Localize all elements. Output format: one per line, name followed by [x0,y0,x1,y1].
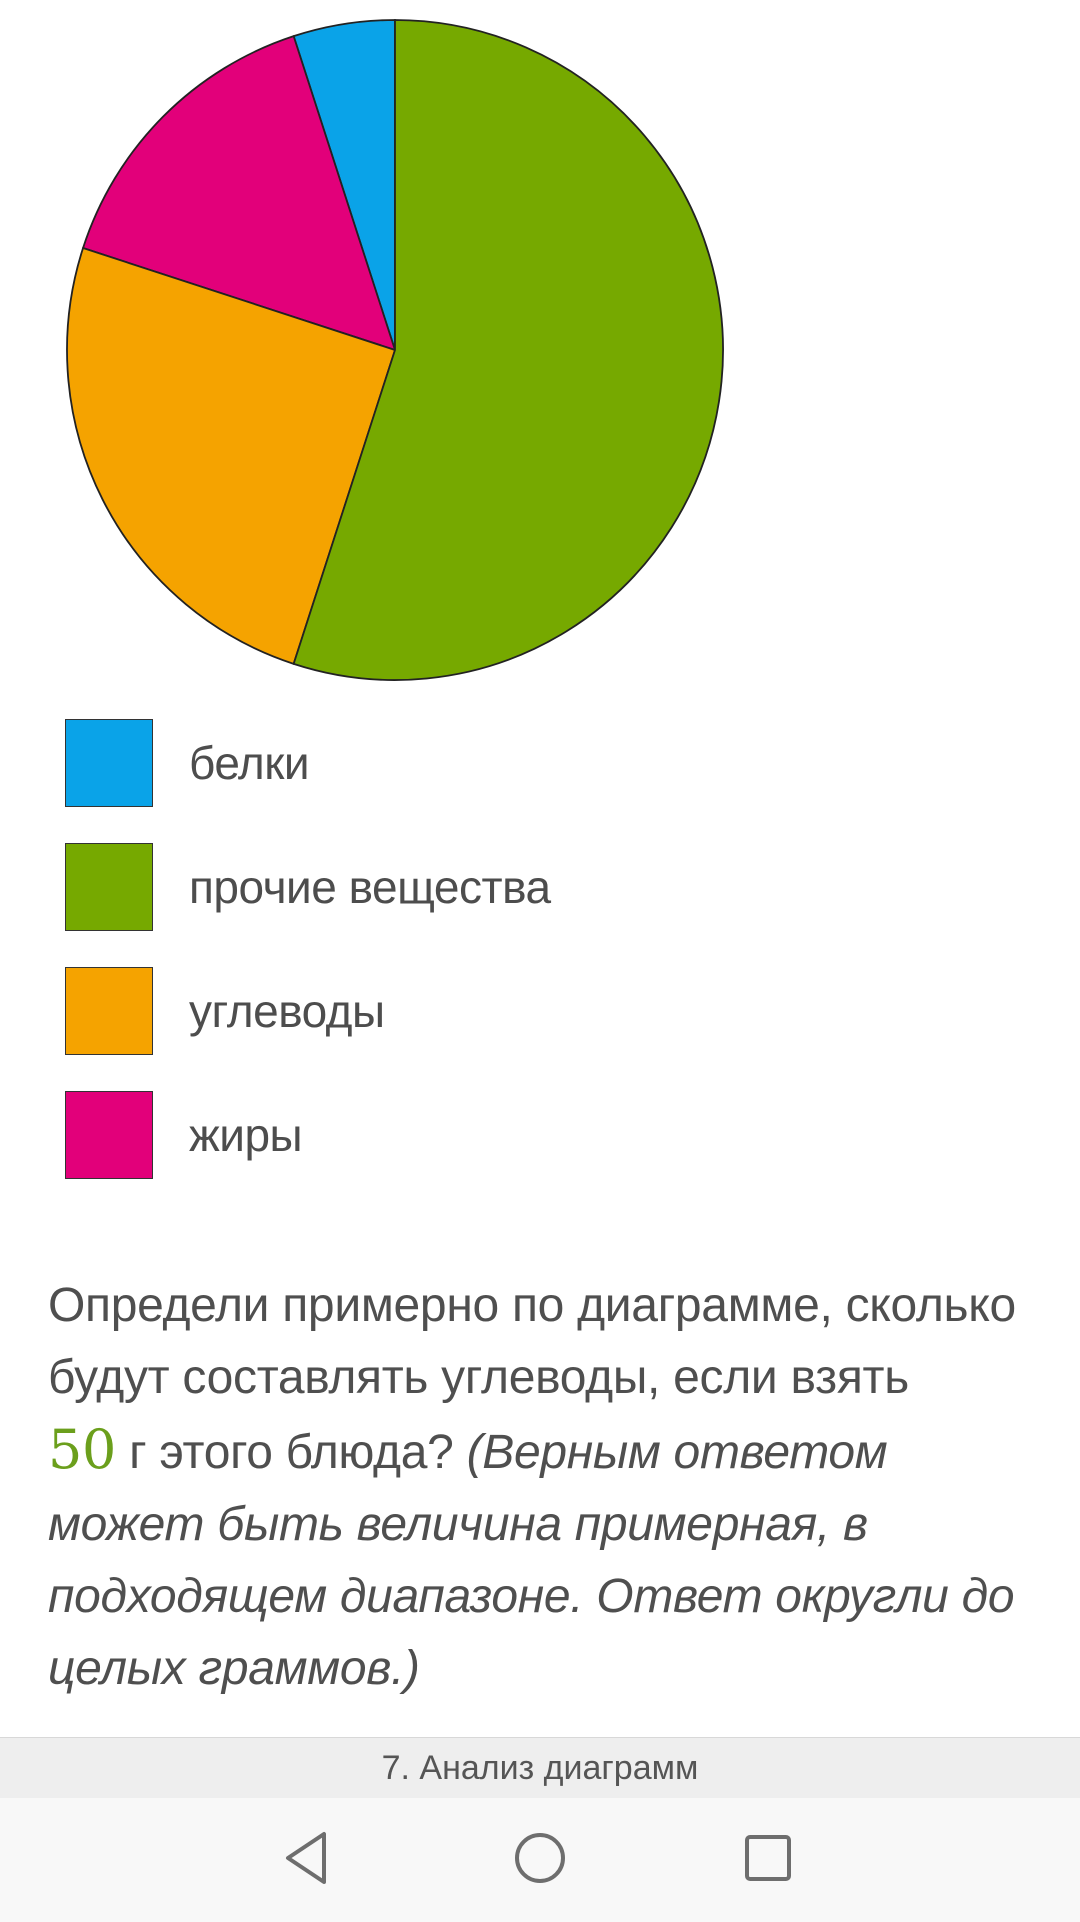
legend-swatch [65,842,153,931]
legend-label: углеводы [189,984,385,1037]
legend-item-fats: жиры [65,1089,965,1180]
legend-label: белки [189,736,310,789]
legend-label: прочие вещества [189,860,551,913]
section-title: 7. Анализ диаграмм [381,1749,699,1787]
pie-slice [66,246,397,665]
question-note: (Верным ответом может быть величина прим… [48,1426,1015,1695]
pie-slice [81,35,397,352]
chart-legend: белки прочие вещества углеводы жиры [65,717,965,1213]
pie-slice [292,19,724,681]
legend-swatch [65,1090,153,1179]
question-text: Определи примерно по диаграмме, сколько … [48,1270,1038,1705]
legend-item-proteins: белки [65,717,965,808]
legend-swatch [65,966,153,1055]
legend-swatch [65,718,153,807]
question-amount: 50 [48,1418,117,1481]
question-line: Определи примерно по диаграмме, сколько … [48,1279,1016,1404]
home-icon[interactable] [510,1828,570,1888]
legend-label: жиры [189,1108,303,1161]
recents-icon[interactable] [738,1828,798,1888]
back-icon[interactable] [278,1828,338,1888]
section-footer: 7. Анализ диаграмм [0,1737,1080,1798]
legend-item-carbs: углеводы [65,965,965,1056]
question-line: г этого блюда? [116,1426,467,1479]
pie-chart [66,19,724,681]
legend-item-other: прочие вещества [65,841,965,932]
android-nav-bar [0,1798,1080,1922]
